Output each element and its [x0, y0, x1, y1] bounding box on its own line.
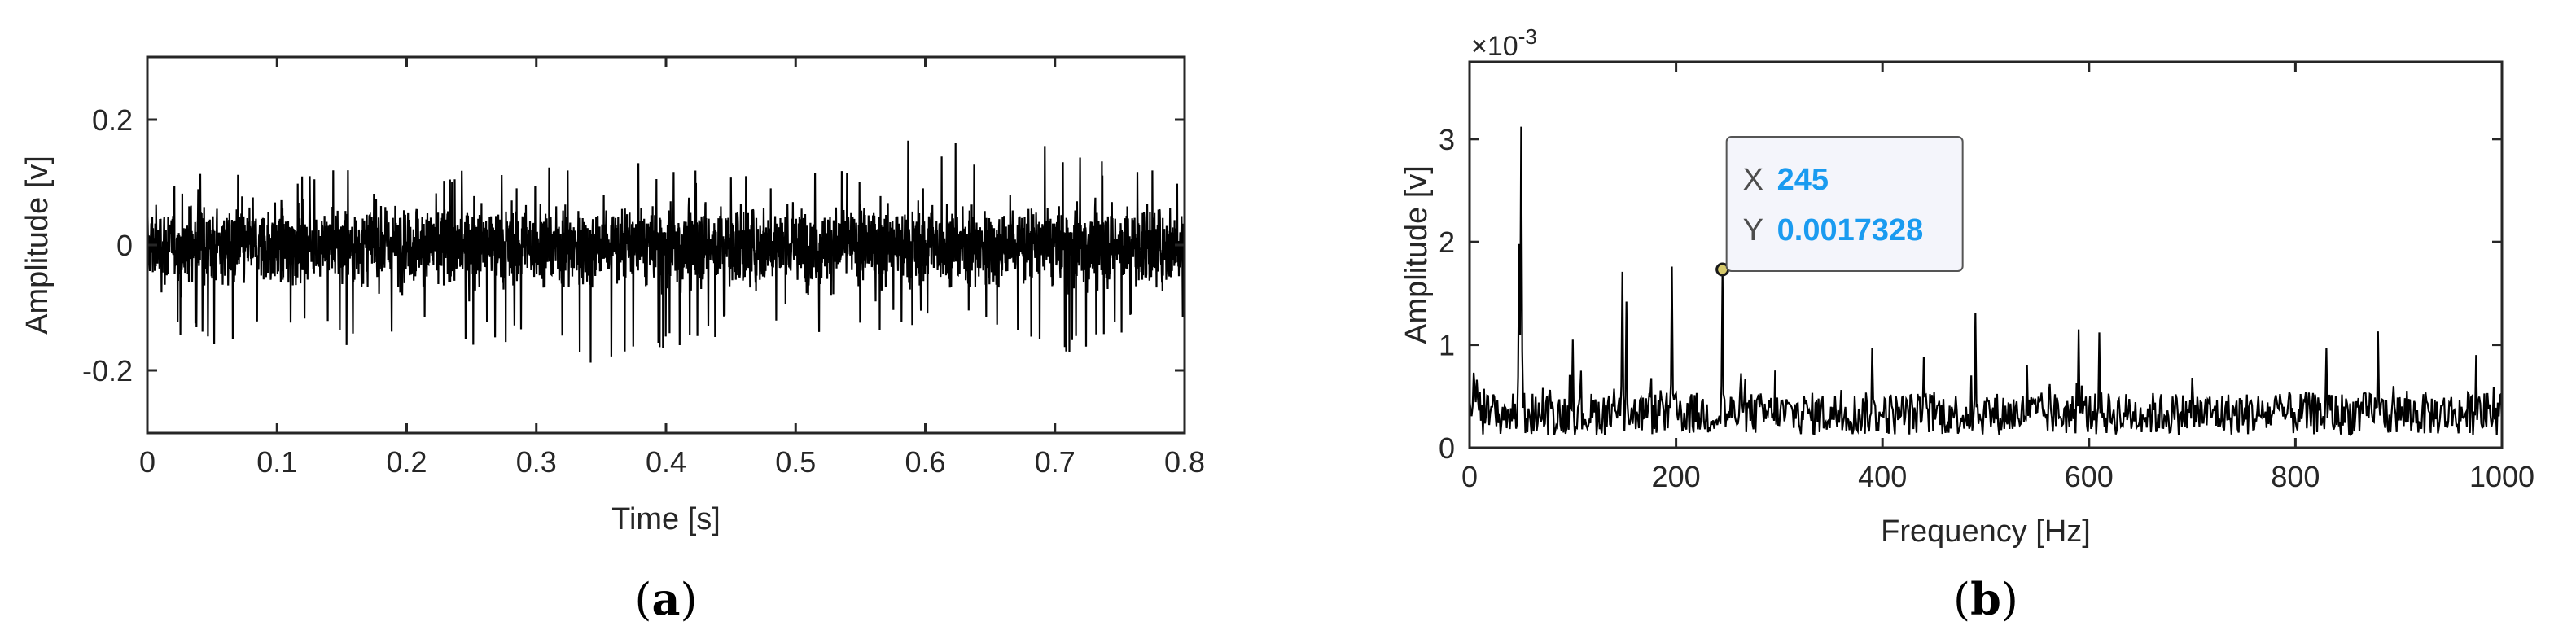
datatip[interactable]: X 245 Y 0.0017328 [1715, 136, 1964, 277]
x-tick-label-b: 1000 [2469, 460, 2534, 493]
x-tick-label-a: 0.5 [775, 445, 816, 479]
y-tick-label-a: 0 [116, 229, 133, 262]
datatip-x-value: 245 [1777, 163, 1829, 197]
x-axis-label-b: Frequency [Hz] [1881, 514, 2091, 549]
x-tick-label-a: 0.8 [1164, 445, 1205, 479]
time-signal-trace [146, 140, 1186, 363]
time-signal-line [146, 140, 1186, 363]
y-exponent-power: -3 [1518, 24, 1537, 49]
x-tick-label-b: 200 [1652, 460, 1701, 493]
x-tick-label-a: 0.4 [646, 445, 686, 479]
y-axis-label-a: Amplitude [v] [20, 155, 55, 335]
x-tick-label-b: 0 [1461, 460, 1478, 493]
x-tick-label-b: 600 [2065, 460, 2114, 493]
x-tick-label-b: 400 [1858, 460, 1907, 493]
datatip-y-key: Y [1743, 213, 1763, 247]
x-tick-label-b: 800 [2271, 460, 2320, 493]
x-ticks-a: 0 0.1 0.2 0.3 0.4 0.5 0.6 0.7 0.8 [139, 57, 1205, 479]
y-ticks-b: 0 1 2 3 [1439, 123, 2502, 465]
panel-a-time-signal: 0 0.1 0.2 0.3 0.4 0.5 0.6 0.7 0.8 -0.2 0 0.2 Time … [20, 55, 1205, 625]
x-tick-label-a: 0.6 [905, 445, 945, 479]
y-tick-label-a: 0.2 [92, 103, 133, 137]
datatip-x-key: X [1743, 163, 1763, 197]
caption-a-letter: a [652, 573, 681, 625]
caption-b-close: ) [2001, 574, 2018, 625]
x-axis-label-a: Time [s] [611, 502, 721, 536]
caption-a-open: ( [634, 574, 651, 625]
spectrum-line [1468, 126, 2504, 437]
x-tick-label-a: 0.1 [256, 445, 297, 479]
y-exponent-base: ×10 [1471, 31, 1518, 62]
datatip-box[interactable] [1725, 136, 1964, 272]
datatip-y-value: 0.0017328 [1777, 213, 1924, 247]
axes-box-b [1468, 60, 2504, 449]
y-tick-label-b: 1 [1439, 329, 1455, 362]
x-tick-label-a: 0.2 [386, 445, 427, 479]
x-ticks-b: 0 200 400 600 800 1000 [1461, 62, 2534, 493]
x-tick-label-a: 0 [139, 445, 156, 479]
y-axis-label-b: Amplitude [v] [1400, 165, 1434, 344]
x-tick-label-a: 0.7 [1035, 445, 1076, 479]
caption-b: (b) [1953, 573, 2018, 625]
y-ticks-a: -0.2 0 0.2 [82, 103, 1185, 387]
caption-b-letter: b [1970, 573, 2001, 625]
caption-b-open: ( [1953, 574, 1970, 625]
y-tick-label-b: 0 [1439, 431, 1455, 465]
y-tick-label-b: 2 [1439, 225, 1455, 259]
x-tick-label-a: 0.3 [516, 445, 557, 479]
caption-a-close: ) [681, 574, 698, 625]
y-tick-label-b: 3 [1439, 123, 1455, 156]
caption-a: (a) [634, 573, 697, 625]
spectrum-trace [1468, 126, 2504, 437]
y-exponent-label: ×10-3 [1471, 24, 1537, 62]
y-tick-label-a: -0.2 [82, 354, 133, 387]
panel-b-frequency-spectrum: 0 200 400 600 800 1000 0 1 2 3 ×10-3 Frequency [… [1400, 24, 2534, 625]
